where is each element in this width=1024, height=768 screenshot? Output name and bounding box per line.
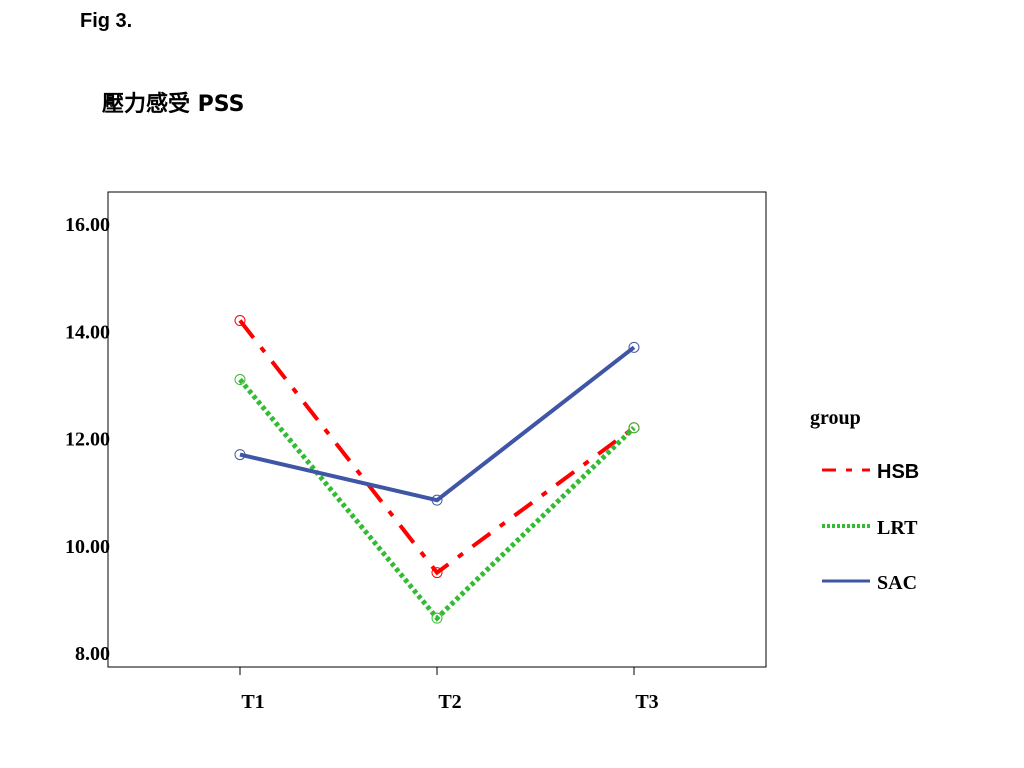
series-markers bbox=[234, 315, 640, 624]
plot-frame bbox=[107, 191, 767, 668]
data-point-lrt bbox=[628, 422, 640, 434]
legend-title: group bbox=[810, 407, 861, 429]
x-tick-label: T2 bbox=[438, 691, 461, 713]
y-tick-label: 16.00 bbox=[65, 214, 110, 236]
y-axis: 8.00 10.00 12.00 14.00 16.00 bbox=[65, 214, 110, 665]
y-tick-label: 12.00 bbox=[65, 429, 110, 451]
x-axis: T1 T2 T3 bbox=[239, 667, 659, 713]
x-tick-label: T3 bbox=[635, 691, 658, 713]
series-lines bbox=[238, 319, 636, 622]
chart-title: 壓力感受 PSS bbox=[102, 92, 245, 117]
x-tick-label: T1 bbox=[241, 691, 264, 713]
y-tick-label: 10.00 bbox=[65, 536, 110, 558]
series-line-sac bbox=[239, 345, 636, 503]
legend-label-lrt: LRT bbox=[877, 517, 918, 539]
data-point-sac bbox=[431, 494, 443, 506]
legend-label-sac: SAC bbox=[877, 572, 917, 594]
y-tick-label: 14.00 bbox=[65, 321, 110, 343]
data-point-lrt bbox=[431, 612, 443, 624]
y-tick-label: 8.00 bbox=[75, 643, 110, 665]
data-point-sac bbox=[628, 341, 640, 353]
legend: group HSB LRT SAC bbox=[810, 407, 919, 594]
series-line-lrt bbox=[238, 377, 636, 622]
figure-label: Fig 3. bbox=[80, 10, 133, 32]
data-point-sac bbox=[234, 449, 246, 461]
series-line-hsb bbox=[238, 319, 636, 576]
data-point-lrt bbox=[234, 374, 246, 386]
data-point-hsb bbox=[431, 567, 443, 579]
legend-label-hsb: HSB bbox=[877, 461, 919, 483]
data-point-hsb bbox=[234, 315, 246, 327]
